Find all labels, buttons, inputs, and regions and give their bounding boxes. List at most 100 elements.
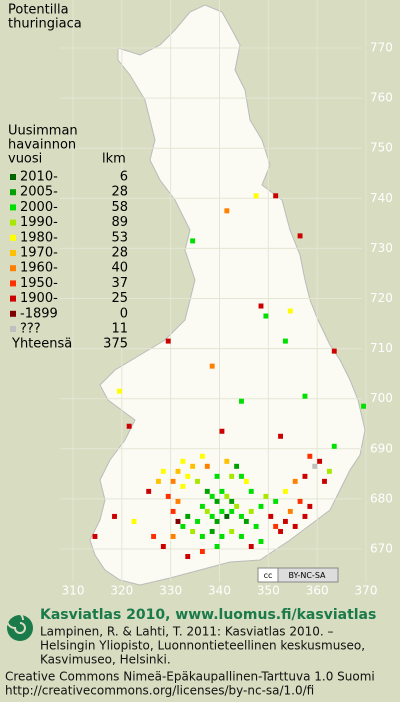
- legend-header: lkm: [102, 152, 126, 167]
- license-url: http://creativecommons.org/licenses/by-n…: [5, 684, 314, 698]
- y-tick-label: 720: [370, 291, 393, 305]
- legend-count: 25: [111, 291, 128, 306]
- observation-square: [185, 513, 191, 519]
- y-tick-label: 700: [370, 391, 393, 405]
- observation-square: [185, 554, 191, 560]
- observation-square: [229, 508, 235, 514]
- observation-square: [234, 503, 240, 509]
- observation-square: [263, 313, 269, 319]
- site-title: Kasviatlas 2010, www.luomus.fi/kasviatla…: [40, 607, 376, 623]
- observation-square: [248, 488, 254, 494]
- x-tick-label: 340: [208, 584, 231, 598]
- observation-square: [258, 503, 264, 509]
- legend-header: vuosi: [8, 152, 42, 167]
- legend-count: 58: [111, 200, 128, 215]
- finland-outline: [89, 4, 366, 586]
- observation-square: [287, 508, 293, 514]
- observation-square: [112, 513, 117, 519]
- observation-square: [199, 533, 205, 539]
- legend-count: 37: [111, 276, 128, 291]
- observation-square: [302, 513, 308, 519]
- observation-square: [224, 458, 230, 464]
- observation-square: [263, 493, 269, 499]
- legend-swatch: [10, 250, 16, 256]
- observation-square: [126, 423, 132, 429]
- observation-square: [297, 233, 303, 239]
- legend-swatch: [10, 326, 16, 332]
- legend-header: havainnon: [8, 138, 76, 153]
- observation-square: [239, 533, 244, 539]
- observation-square: [214, 498, 220, 504]
- legend-header: Uusimman: [8, 124, 78, 139]
- legend-swatch: [10, 280, 16, 287]
- observation-square: [131, 518, 137, 524]
- cc-badge: cc BY-NC-SA: [257, 567, 339, 583]
- y-tick-label: 670: [370, 542, 393, 556]
- observation-square: [170, 478, 176, 484]
- legend-swatch: [10, 310, 16, 317]
- observation-square: [190, 238, 196, 244]
- legend-label: 2005-: [20, 185, 58, 200]
- legend: Uusimman havainnon vuosi lkm 2010- 6 2005-…: [8, 124, 128, 352]
- title: Potentilla: [8, 3, 69, 18]
- observation-square: [302, 393, 308, 399]
- legend-count: 28: [111, 246, 128, 261]
- observation-square: [199, 453, 205, 459]
- observation-square: [170, 508, 176, 514]
- observation-square: [209, 528, 215, 534]
- observations: [92, 193, 366, 560]
- legend-label: 1990-: [20, 215, 58, 230]
- observation-square: [273, 193, 279, 199]
- legend-swatch: [10, 219, 16, 226]
- legend-count: 6: [120, 170, 128, 185]
- observation-square: [273, 523, 279, 529]
- x-tick-label: 360: [306, 584, 329, 598]
- observation-square: [258, 303, 264, 309]
- observation-square: [268, 513, 274, 519]
- observation-square: [190, 528, 196, 534]
- legend-count: 0: [120, 306, 128, 321]
- citation: Kasvimuseo, Helsinki.: [40, 653, 171, 667]
- observation-square: [243, 518, 249, 524]
- observation-square: [292, 478, 298, 484]
- observation-square: [312, 463, 318, 469]
- observation-square: [229, 498, 235, 504]
- legend-label: -1899: [20, 306, 58, 321]
- x-tick-label: 330: [159, 584, 182, 598]
- legend-label: ???: [20, 322, 41, 337]
- legend-count: 53: [111, 230, 128, 245]
- x-tick-label: 370: [355, 584, 378, 598]
- y-tick-label: 680: [370, 491, 393, 505]
- legend-swatch: [10, 174, 16, 180]
- observation-square: [92, 533, 98, 539]
- legend-count: 89: [111, 215, 128, 230]
- observation-square: [175, 518, 181, 524]
- observation-square: [282, 338, 288, 344]
- observation-square: [190, 463, 196, 469]
- legend-label: 2010-: [20, 170, 58, 185]
- observation-square: [214, 518, 220, 524]
- observation-square: [224, 513, 230, 519]
- observation-square: [224, 493, 230, 499]
- y-tick-label: 740: [370, 191, 393, 205]
- x-tick-label: 350: [257, 584, 280, 598]
- legend-label: 1970-: [20, 246, 58, 261]
- observation-square: [287, 308, 293, 314]
- observation-square: [199, 503, 205, 509]
- observation-square: [248, 543, 254, 549]
- y-tick-label: 710: [370, 341, 393, 355]
- observation-square: [297, 498, 303, 504]
- observation-square: [234, 463, 240, 469]
- observation-square: [253, 523, 259, 529]
- observation-square: [180, 523, 186, 529]
- observation-square: [219, 508, 225, 514]
- observation-square: [204, 488, 210, 494]
- observation-square: [165, 493, 171, 499]
- observation-square: [229, 528, 235, 534]
- legend-label: 1960-: [20, 261, 58, 276]
- observation-square: [219, 488, 225, 494]
- license: Creative Commons Nimeä-Epäkaupallinen-Ta…: [5, 670, 375, 684]
- y-tick-label: 770: [370, 41, 393, 55]
- observation-square: [180, 458, 186, 464]
- x-tick-label: 320: [110, 584, 133, 598]
